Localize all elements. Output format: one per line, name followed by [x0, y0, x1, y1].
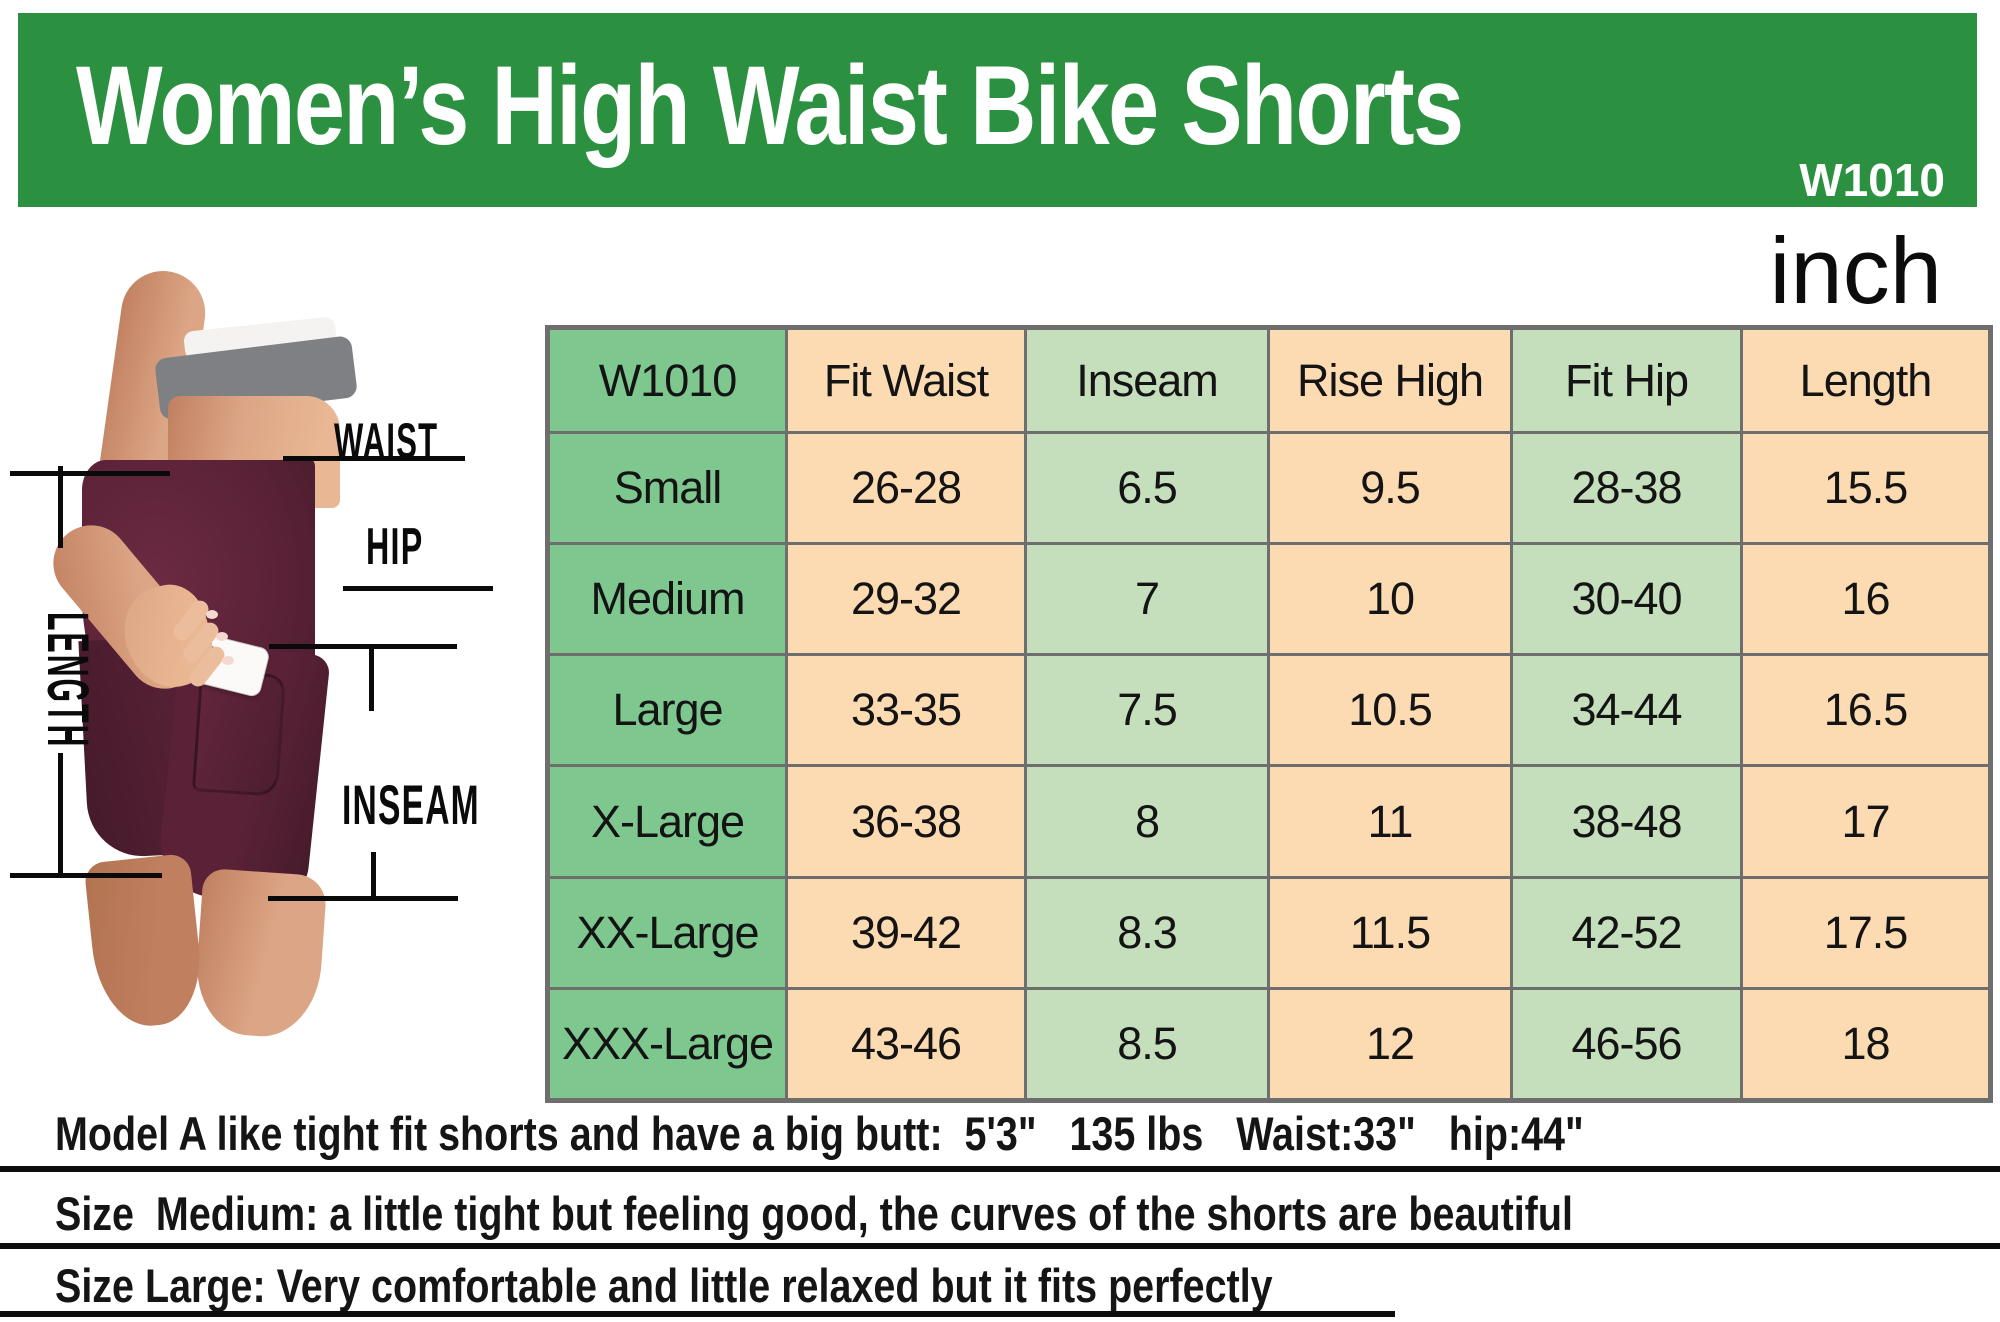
- waist-measure-line: [283, 456, 465, 461]
- size-value-cell: 11: [1270, 767, 1510, 876]
- length-label: LENGTH: [35, 612, 100, 749]
- fingernail: [206, 610, 218, 619]
- model-back-leg: [83, 852, 207, 1032]
- col-header-fit-waist: Fit Waist: [788, 330, 1024, 431]
- size-value-cell: 38-48: [1513, 767, 1740, 876]
- size-name-cell: XX-Large: [550, 878, 785, 987]
- size-value-cell: 11.5: [1270, 878, 1510, 987]
- waist-measure-line-left: [10, 471, 170, 476]
- size-value-cell: 15.5: [1743, 434, 1988, 543]
- size-name-cell: Large: [550, 656, 785, 765]
- size-value-cell: 12: [1270, 989, 1510, 1098]
- size-value-cell: 17: [1743, 767, 1988, 876]
- header-banner: Women’s High Waist Bike Shorts W1010: [18, 13, 1977, 207]
- col-header-rise-high: Rise High: [1270, 330, 1510, 431]
- unit-label: inch: [1769, 218, 1942, 323]
- waist-label: WAIST: [334, 413, 439, 469]
- fingernail: [216, 632, 228, 641]
- measurement-diagram: WAIST HIP LENGTH INSEAM: [0, 220, 545, 1103]
- size-value-cell: 34-44: [1513, 656, 1740, 765]
- inseam-measure-tick-top: [369, 649, 374, 711]
- size-value-cell: 8: [1027, 767, 1267, 876]
- size-value-cell: 29-32: [788, 545, 1024, 654]
- col-header-model: W1010: [550, 330, 785, 431]
- col-header-inseam: Inseam: [1027, 330, 1267, 431]
- size-value-cell: 7: [1027, 545, 1267, 654]
- model-fit-note: Model A like tight fit shorts and have a…: [55, 1107, 1584, 1160]
- size-value-cell: 6.5: [1027, 434, 1267, 543]
- inseam-measure-tick-bottom: [371, 852, 376, 896]
- divider-line: [0, 1311, 1395, 1317]
- size-value-cell: 7.5: [1027, 656, 1267, 765]
- size-value-cell: 33-35: [788, 656, 1024, 765]
- size-value-cell: 10.5: [1270, 656, 1510, 765]
- size-value-cell: 10: [1270, 545, 1510, 654]
- waist-measure-tick: [58, 466, 63, 548]
- size-value-cell: 39-42: [788, 878, 1024, 987]
- col-header-fit-hip: Fit Hip: [1513, 330, 1740, 431]
- size-value-cell: 26-28: [788, 434, 1024, 543]
- model-front-leg: [192, 867, 328, 1041]
- size-value-cell: 42-52: [1513, 878, 1740, 987]
- length-measure-line-bottom: [10, 873, 162, 878]
- hip-label: HIP: [366, 518, 424, 576]
- inseam-measure-line-bottom: [268, 896, 458, 901]
- size-medium-note: Size Medium: a little tight but feeling …: [55, 1187, 1573, 1240]
- size-name-cell: XXX-Large: [550, 989, 785, 1098]
- size-value-cell: 17.5: [1743, 878, 1988, 987]
- hip-measure-line: [343, 586, 493, 591]
- size-value-cell: 9.5: [1270, 434, 1510, 543]
- inseam-measure-line-top: [269, 644, 457, 649]
- divider-line: [0, 1243, 2000, 1249]
- fingernail: [222, 656, 234, 665]
- size-name-cell: Small: [550, 434, 785, 543]
- col-header-length: Length: [1743, 330, 1988, 431]
- size-value-cell: 16.5: [1743, 656, 1988, 765]
- size-large-note: Size Large: Very comfortable and little …: [55, 1259, 1273, 1312]
- inseam-label: INSEAM: [342, 773, 480, 836]
- size-value-cell: 46-56: [1513, 989, 1740, 1098]
- length-measure-line-vertical: [58, 753, 63, 875]
- size-value-cell: 28-38: [1513, 434, 1740, 543]
- size-value-cell: 18: [1743, 989, 1988, 1098]
- size-value-cell: 43-46: [788, 989, 1024, 1098]
- size-name-cell: X-Large: [550, 767, 785, 876]
- size-chart-table: W1010 Fit Waist Inseam Rise High Fit Hip…: [545, 325, 1993, 1103]
- size-name-cell: Medium: [550, 545, 785, 654]
- size-value-cell: 8.5: [1027, 989, 1267, 1098]
- size-value-cell: 36-38: [788, 767, 1024, 876]
- divider-line: [0, 1166, 2000, 1172]
- size-value-cell: 8.3: [1027, 878, 1267, 987]
- page-title: Women’s High Waist Bike Shorts: [76, 43, 1464, 168]
- size-value-cell: 30-40: [1513, 545, 1740, 654]
- model-code: W1010: [1799, 154, 1945, 206]
- size-value-cell: 16: [1743, 545, 1988, 654]
